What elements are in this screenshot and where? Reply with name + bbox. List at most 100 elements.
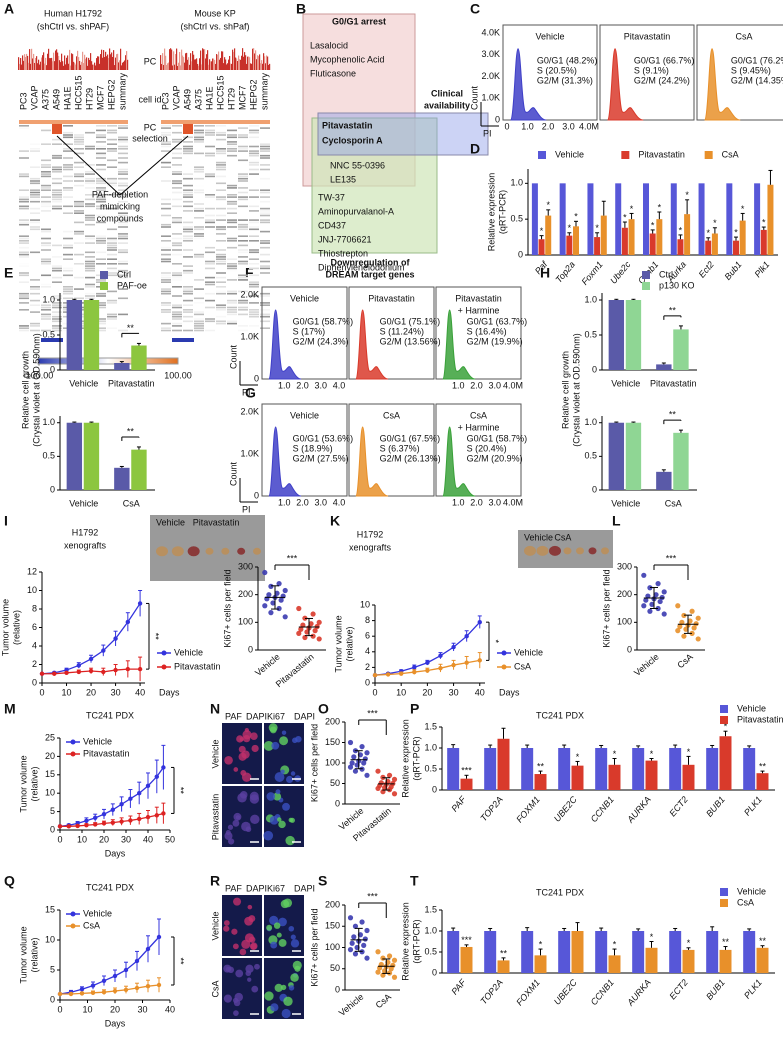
x-tick-label: Vehicle xyxy=(253,652,282,678)
heat-cell xyxy=(63,290,73,293)
heat-cell xyxy=(238,134,248,136)
pc-bar xyxy=(196,58,198,70)
heat-cell xyxy=(19,205,29,208)
bar xyxy=(131,345,147,370)
point xyxy=(310,611,316,617)
bar xyxy=(460,778,473,790)
pc-bar xyxy=(61,53,63,70)
point xyxy=(88,656,94,662)
heat-cell xyxy=(238,180,248,182)
heat-cell xyxy=(41,184,51,187)
heat-cell xyxy=(30,196,40,198)
heat-cell xyxy=(74,134,84,136)
chart-title: TC241 PDX xyxy=(536,887,584,897)
y-tick-label: 0 xyxy=(365,677,370,687)
point xyxy=(316,619,322,625)
point xyxy=(451,662,456,668)
colorbar-label: 100.00 xyxy=(164,370,192,380)
phase-stat: S (11.24%) xyxy=(380,326,424,336)
pc-bar xyxy=(252,48,254,70)
heat-cell xyxy=(19,150,29,152)
heat-cell xyxy=(260,295,270,297)
pc-bar xyxy=(254,53,256,70)
pc-bar xyxy=(262,63,264,70)
legend-marker xyxy=(501,664,507,670)
heat-cell xyxy=(118,274,128,277)
heat-cell xyxy=(227,141,237,143)
pc-bar xyxy=(52,61,54,70)
pc-bar xyxy=(245,55,247,70)
bar xyxy=(83,422,100,490)
point xyxy=(39,671,45,676)
heat-cell xyxy=(161,288,171,290)
flow-histogram xyxy=(442,309,476,380)
heat-cell xyxy=(96,145,106,148)
heat-cell xyxy=(161,214,171,217)
heat-cell xyxy=(249,295,259,297)
heat-cell xyxy=(19,309,29,311)
heat-cell xyxy=(161,125,171,127)
cell xyxy=(283,996,293,1006)
heat-cell xyxy=(52,269,62,272)
bar xyxy=(566,235,573,255)
heat-cell xyxy=(96,304,106,306)
heat-cell xyxy=(19,265,29,267)
bar xyxy=(497,738,510,790)
heat-cell xyxy=(63,297,73,300)
x-axis-label: Days xyxy=(159,687,180,697)
x-tick-label: 30 xyxy=(111,687,121,697)
point xyxy=(76,669,81,675)
heat-cell xyxy=(30,198,40,201)
heat-cell xyxy=(205,226,215,228)
heat-cell xyxy=(183,299,193,302)
point xyxy=(349,760,355,766)
point xyxy=(112,988,118,994)
phase-stat: G0/G1 (75.1%) xyxy=(380,316,441,326)
x-axis-label: Days xyxy=(105,848,126,858)
pc-bar xyxy=(166,64,168,70)
tumor xyxy=(237,547,246,555)
point xyxy=(391,791,398,797)
panel-label: P xyxy=(410,701,419,717)
condition-label: + Harmine xyxy=(458,422,500,432)
x-tick-label: Top2a xyxy=(553,259,577,284)
heat-cell xyxy=(216,134,226,136)
y-axis-label: Ki67+ cells per field xyxy=(222,569,232,647)
cell xyxy=(292,960,302,970)
pc-bar xyxy=(57,52,59,70)
pc-bar xyxy=(68,63,70,70)
heat-cell xyxy=(118,237,128,240)
heat-cell xyxy=(19,325,29,327)
heat-cell xyxy=(52,315,62,318)
set-label: G0/G1 arrest xyxy=(332,16,386,26)
y-tick-label: 5 xyxy=(50,964,55,974)
cell xyxy=(227,824,234,830)
heat-cell xyxy=(194,177,204,180)
legend-swatch xyxy=(621,151,630,159)
heat-cell xyxy=(161,258,171,260)
pc-bar xyxy=(256,59,258,70)
tumor xyxy=(253,547,261,555)
point xyxy=(268,610,274,616)
heat-cell xyxy=(194,226,204,228)
heat-cell xyxy=(107,148,117,150)
pc-bar xyxy=(94,62,96,70)
pc-bar xyxy=(170,48,172,70)
pc-bar xyxy=(167,63,169,70)
point xyxy=(101,669,106,675)
heat-cell xyxy=(19,297,29,300)
pc-bar xyxy=(81,61,83,70)
pc-bar xyxy=(111,52,113,70)
pc-bar xyxy=(19,63,21,70)
heat-cell xyxy=(52,138,62,141)
pc-bar xyxy=(100,54,102,70)
flow-histogram xyxy=(268,309,302,380)
point xyxy=(156,982,162,988)
legend-marker xyxy=(70,911,76,917)
heat-cell xyxy=(52,196,62,198)
pc-bar xyxy=(109,48,111,70)
point xyxy=(300,622,306,628)
point xyxy=(52,671,57,676)
heat-cell xyxy=(30,207,40,210)
heat-cell xyxy=(96,205,106,208)
